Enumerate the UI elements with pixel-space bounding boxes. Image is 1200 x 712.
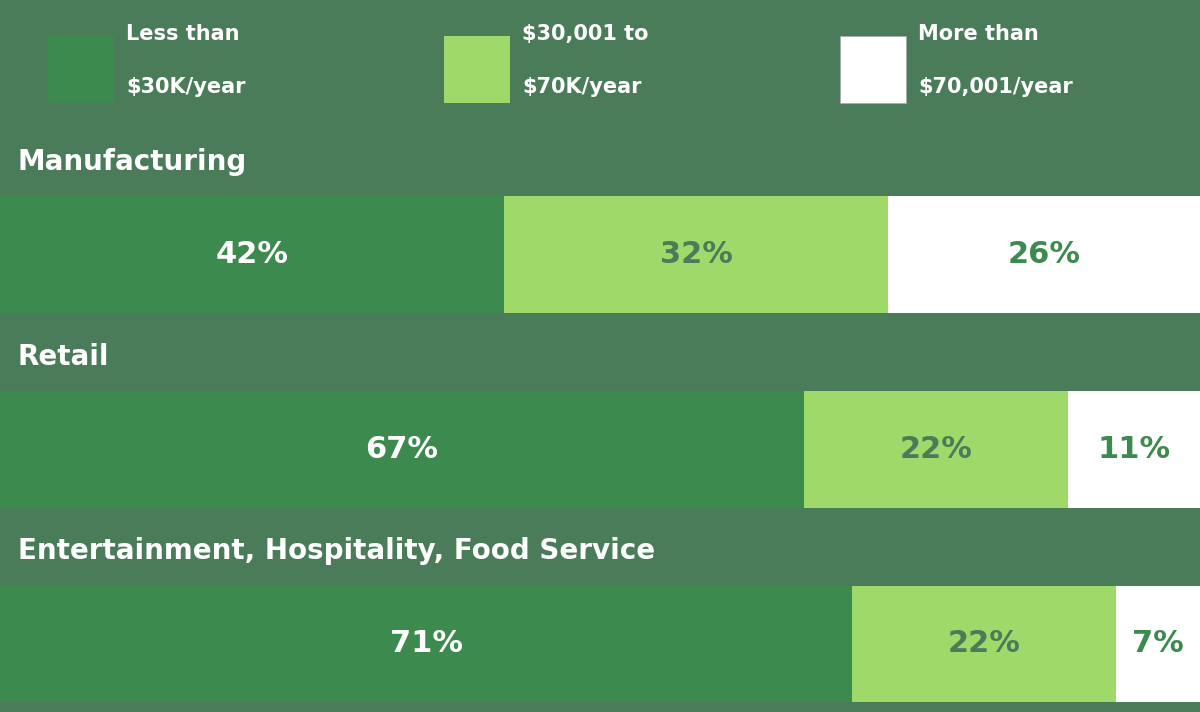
Bar — [504, 197, 888, 313]
Bar — [48, 36, 114, 103]
Text: $70,001/year: $70,001/year — [918, 77, 1073, 97]
Text: Retail: Retail — [18, 343, 109, 371]
Bar — [444, 36, 510, 103]
Text: $30,001 to: $30,001 to — [522, 24, 648, 44]
Bar — [0, 197, 504, 313]
Bar — [0, 518, 1200, 585]
Text: 32%: 32% — [660, 240, 732, 269]
Text: 22%: 22% — [900, 435, 972, 464]
Text: 7%: 7% — [1132, 629, 1184, 659]
Text: 71%: 71% — [390, 629, 462, 659]
Bar — [0, 391, 804, 508]
Text: Less than: Less than — [126, 24, 240, 44]
Text: 42%: 42% — [216, 240, 288, 269]
Bar — [0, 585, 852, 702]
Text: 67%: 67% — [366, 435, 438, 464]
Text: More than: More than — [918, 24, 1039, 44]
Bar — [804, 391, 1068, 508]
Bar — [888, 197, 1200, 313]
Text: Manufacturing: Manufacturing — [18, 148, 247, 176]
Text: 22%: 22% — [948, 629, 1020, 659]
Text: 11%: 11% — [1098, 435, 1170, 464]
Bar — [1068, 391, 1200, 508]
Bar — [840, 36, 906, 103]
Bar — [1116, 585, 1200, 702]
Text: $70K/year: $70K/year — [522, 77, 642, 97]
Bar — [0, 128, 1200, 197]
Bar — [0, 323, 1200, 391]
Text: Entertainment, Hospitality, Food Service: Entertainment, Hospitality, Food Service — [18, 538, 655, 565]
Bar — [852, 585, 1116, 702]
Text: $30K/year: $30K/year — [126, 77, 246, 97]
Text: 26%: 26% — [1008, 240, 1080, 269]
